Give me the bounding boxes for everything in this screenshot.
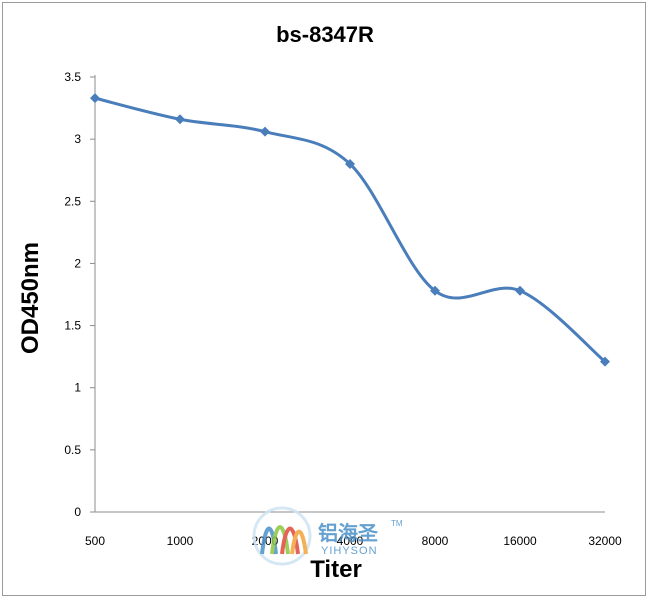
- watermark-text-en: YIHYSON: [321, 545, 378, 557]
- y-tick-label: 3: [74, 132, 81, 146]
- x-tick-label: 8000: [422, 534, 449, 548]
- watermark-logo: 铝海圣 TM YIHYSON: [252, 506, 403, 566]
- y-tick-label: 0.5: [64, 443, 81, 457]
- x-tick-label: 32000: [588, 534, 622, 548]
- y-ticks: 0 0.5 1 1.5 2 2.5 3 3.5: [64, 70, 95, 519]
- x-tick-label: 500: [85, 534, 105, 548]
- x-ticks: 500 1000 2000 4000 8000 16000 32000: [85, 534, 622, 548]
- x-axis-label: Titer: [310, 556, 362, 583]
- x-tick-label: 1000: [167, 534, 194, 548]
- watermark-emblem-icon: [252, 506, 312, 566]
- y-axis-label: OD450nm: [17, 242, 44, 354]
- series-line: [94, 96, 606, 363]
- axes: [94, 75, 605, 513]
- y-tick-label: 2.5: [64, 194, 81, 208]
- data-point-marker: [600, 356, 610, 367]
- y-tick-label: 1: [74, 381, 81, 395]
- watermark-text-cn: 铝海圣: [318, 521, 379, 545]
- plot-area: [90, 93, 610, 367]
- data-point-marker: [515, 285, 525, 296]
- data-point-marker: [430, 285, 440, 296]
- chart-title: bs-8347R: [276, 22, 374, 47]
- y-tick-label: 1.5: [64, 319, 81, 333]
- x-tick-label: 4000: [337, 534, 364, 548]
- watermark-tm: TM: [391, 519, 403, 528]
- x-tick-label: 16000: [503, 534, 537, 548]
- data-point-marker: [345, 159, 355, 169]
- data-point-marker: [260, 126, 270, 137]
- y-tick-label: 0: [74, 505, 81, 519]
- y-tick-label: 3.5: [64, 70, 81, 84]
- data-point-marker: [90, 93, 100, 104]
- y-tick-label: 2: [74, 256, 81, 270]
- data-point-marker: [175, 114, 185, 125]
